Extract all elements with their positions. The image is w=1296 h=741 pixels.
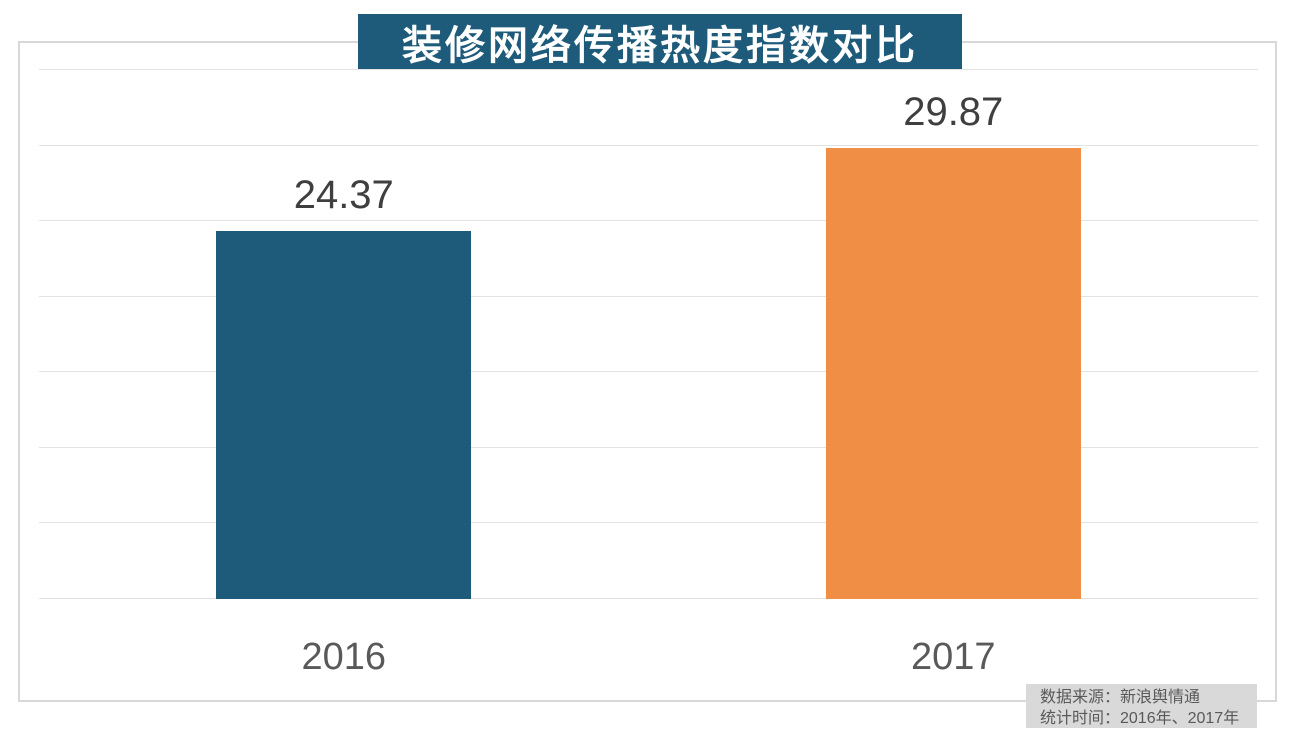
source-note-line2: 统计时间：2016年、2017年 — [1040, 710, 1240, 727]
gridline — [39, 522, 1258, 524]
gridline — [39, 598, 1258, 599]
gridline — [39, 220, 1258, 222]
bar-2016 — [216, 230, 472, 599]
chart-title: 装修网络传播热度指数对比 — [402, 23, 918, 68]
gridline — [39, 371, 1258, 373]
source-note: 数据来源：新浪舆情通 统计时间：2016年、2017年 — [1026, 684, 1257, 728]
gridline — [39, 144, 1258, 146]
chart-title-bar: 装修网络传播热度指数对比 — [358, 14, 962, 69]
gridline — [39, 446, 1258, 448]
category-label-2016: 2016 — [301, 636, 387, 678]
gridline — [39, 295, 1258, 297]
value-label-2016: 24.37 — [293, 172, 394, 217]
value-label-2017: 29.87 — [903, 89, 1004, 134]
category-label-2017: 2017 — [910, 636, 996, 678]
gridline — [39, 69, 1258, 70]
bar-2017 — [825, 147, 1081, 599]
source-note-line1: 数据来源：新浪舆情通 — [1040, 689, 1201, 706]
plot-area: 24.37 2016 29.87 2017 — [39, 69, 1258, 678]
